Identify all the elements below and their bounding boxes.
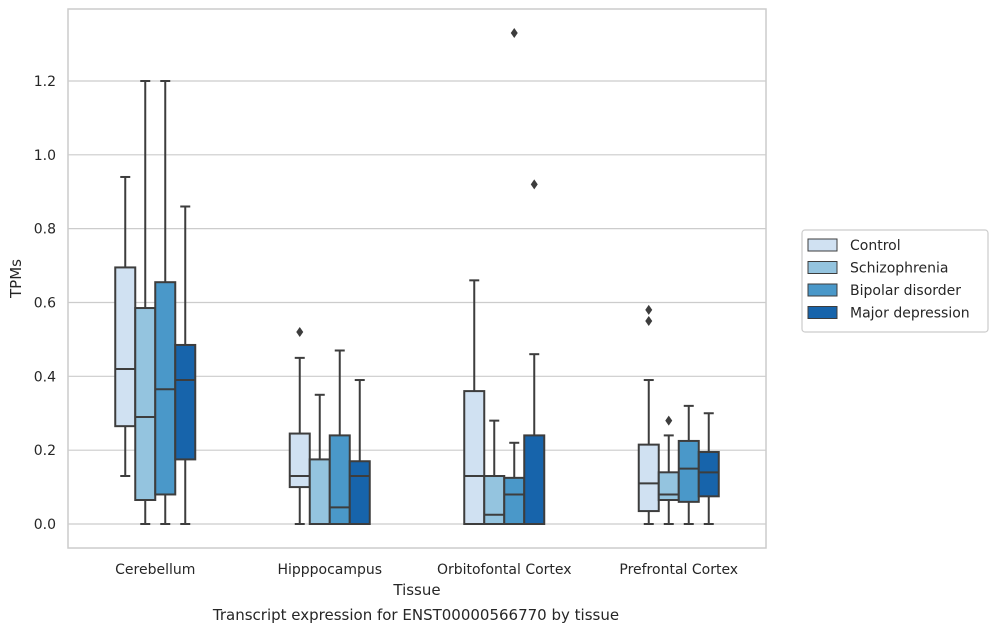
x-axis-label: Tissue — [392, 581, 440, 599]
box-schizophrenia — [308, 393, 331, 526]
box-iqr — [134, 307, 157, 502]
y-tick-label: 0.4 — [34, 369, 56, 385]
box-iqr — [308, 458, 331, 526]
box-major-depression — [174, 205, 197, 526]
box-iqr — [503, 476, 526, 526]
box-control — [114, 175, 137, 478]
legend-swatch — [807, 238, 838, 252]
box-iqr — [114, 266, 137, 428]
legend-swatch — [807, 306, 838, 319]
y-tick-label: 0.2 — [34, 443, 56, 459]
outlier-point — [296, 327, 304, 338]
legend-entry: Major depression — [850, 306, 970, 322]
box-major-depression — [697, 412, 720, 526]
box-control — [637, 304, 660, 526]
box-schizophrenia — [657, 415, 680, 526]
box-schizophrenia — [134, 79, 157, 526]
box-bipolar-disorder — [154, 79, 177, 526]
legend-swatch — [807, 283, 838, 297]
box-iqr — [657, 471, 680, 502]
outlier-point — [645, 304, 653, 315]
box-bipolar-disorder — [677, 404, 700, 526]
box-control — [463, 279, 486, 526]
box-bipolar-disorder — [328, 349, 351, 526]
y-axis-label: TPMs — [7, 259, 25, 299]
box-schizophrenia — [483, 419, 506, 526]
box-major-depression — [348, 379, 371, 526]
box-iqr — [463, 390, 486, 526]
box-iqr — [677, 439, 700, 503]
box-iqr — [697, 451, 720, 498]
chart-caption: Transcript expression for ENST0000056677… — [212, 606, 620, 624]
box-plot-series — [114, 27, 720, 526]
x-tick-label: Prefrontal Cortex — [619, 562, 738, 578]
outlier-point — [530, 179, 538, 190]
legend: Control Schizophrenia Bipolar disorder Majo… — [801, 229, 989, 333]
box-iqr — [483, 475, 506, 526]
x-tick-label: Hipppocampus — [277, 562, 382, 578]
box-iqr — [637, 443, 660, 513]
y-tick-label: 0.6 — [34, 295, 56, 311]
x-tick-label: Orbitofontal Cortex — [437, 562, 572, 578]
legend-swatch — [807, 261, 838, 274]
outlier-point — [665, 415, 673, 426]
y-tick-label: 1.0 — [34, 148, 56, 164]
box-plot-chart: 0.0 0.2 0.4 0.6 0.8 1.0 1.2 Cerebellum Hipppoca… — [7, 8, 989, 599]
legend-entry: Schizophrenia — [850, 261, 948, 277]
box-control — [288, 327, 311, 526]
box-major-depression — [523, 179, 546, 526]
y-tick-label: 1.2 — [34, 74, 56, 90]
plot-frame — [67, 8, 767, 549]
legend-entry: Control — [850, 238, 901, 254]
box-iqr — [288, 432, 311, 489]
box-iqr — [328, 434, 351, 526]
x-tick-label: Cerebellum — [115, 562, 195, 578]
outlier-point — [510, 27, 518, 38]
y-tick-label: 0.8 — [34, 222, 56, 238]
x-axis: Cerebellum Hipppocampus Orbitofontal Corte… — [115, 562, 738, 578]
outlier-point — [645, 315, 653, 326]
y-axis: 0.0 0.2 0.4 0.6 0.8 1.0 1.2 — [34, 74, 56, 533]
box-iqr — [348, 460, 371, 526]
box-iqr — [523, 434, 546, 526]
y-tick-label: 0.0 — [34, 517, 56, 533]
legend-frame — [801, 229, 989, 333]
legend-entry: Bipolar disorder — [850, 283, 961, 299]
box-iqr — [174, 343, 197, 461]
